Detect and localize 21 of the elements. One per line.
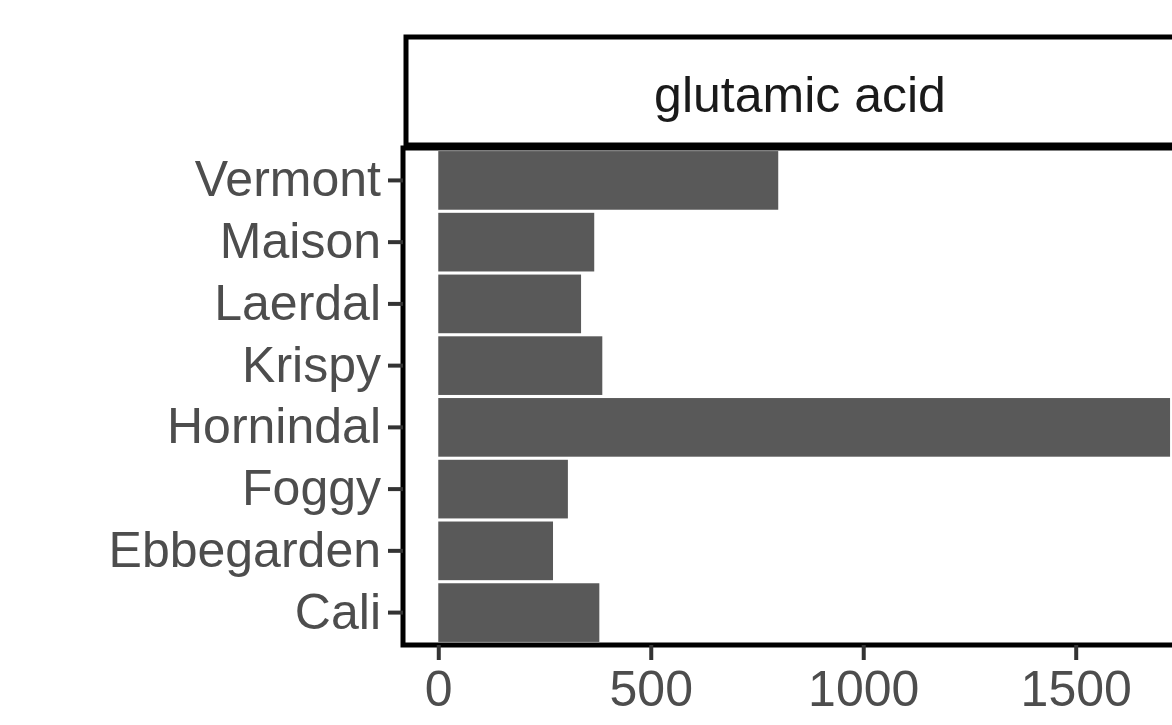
x-tick-label: 0 [424, 660, 453, 717]
y-tick-label: Ebbegarden [108, 521, 381, 578]
y-tick-label: Krispy [242, 336, 381, 393]
bar [438, 398, 1171, 457]
bar [438, 151, 779, 210]
x-tick-label: 500 [609, 660, 693, 717]
x-tick-label: 1500 [1020, 660, 1132, 717]
x-tick-label: 1000 [808, 660, 920, 717]
y-tick-label: Vermont [194, 151, 382, 208]
chart-title: glutamic acid [654, 67, 946, 123]
bar [438, 336, 603, 395]
bar [438, 212, 595, 272]
bar [438, 274, 582, 334]
y-tick-label: Maison [219, 213, 381, 270]
y-tick-label: Laerdal [214, 274, 381, 331]
bar [438, 459, 568, 519]
bar [438, 583, 600, 642]
y-tick-label: Hornindal [166, 398, 381, 455]
bar [438, 521, 554, 581]
y-tick-label: Cali [294, 583, 381, 640]
y-tick-label: Foggy [242, 460, 381, 517]
